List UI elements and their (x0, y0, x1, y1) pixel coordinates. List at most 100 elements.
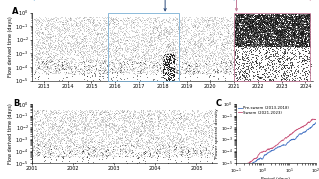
Point (209, 116, 214, 119)
Point (78, 123, 83, 126)
Point (198, 52, 203, 54)
Point (160, 147, 165, 150)
Point (88, 136, 93, 139)
Point (251, 26, 256, 29)
Point (250, 18, 255, 21)
Point (67, 63, 72, 66)
Point (128, 111, 133, 114)
Point (48, 143, 53, 146)
Point (194, 28, 199, 31)
Point (46, 116, 51, 119)
Point (178, 140, 183, 143)
Point (184, 25, 189, 28)
Point (242, 27, 248, 30)
Point (188, 43, 193, 46)
Point (282, 27, 287, 30)
Point (65, 143, 70, 146)
Point (295, 39, 300, 42)
Point (305, 49, 310, 51)
Point (110, 49, 115, 52)
Point (282, 61, 287, 64)
Point (40, 72, 45, 74)
Point (67, 114, 72, 117)
Point (156, 143, 161, 146)
Point (37, 119, 42, 122)
Point (204, 149, 209, 152)
Point (246, 35, 251, 38)
Point (238, 20, 243, 23)
Point (264, 30, 269, 33)
Point (239, 13, 244, 16)
Point (202, 34, 207, 37)
Point (276, 16, 281, 19)
Point (255, 40, 260, 42)
Point (143, 120, 148, 123)
Point (95, 58, 100, 61)
Point (38, 67, 43, 70)
Point (162, 53, 167, 56)
Point (110, 154, 115, 157)
Point (271, 34, 276, 37)
Point (138, 61, 143, 64)
Point (139, 132, 144, 135)
Point (293, 39, 298, 42)
Point (162, 110, 167, 113)
Point (57, 142, 63, 145)
Point (56, 136, 61, 139)
Point (213, 65, 219, 68)
Point (89, 15, 94, 18)
Point (92, 125, 97, 128)
Point (159, 70, 164, 73)
Point (49, 30, 54, 33)
Point (241, 22, 246, 25)
Point (192, 145, 197, 148)
Point (143, 123, 148, 125)
Point (297, 21, 302, 24)
Point (56, 29, 61, 32)
Point (169, 54, 174, 57)
Point (168, 112, 174, 115)
Point (78, 42, 83, 45)
Point (58, 136, 63, 139)
Point (122, 115, 127, 118)
Point (181, 46, 186, 49)
Point (265, 13, 271, 16)
Point (34, 134, 40, 136)
Point (178, 159, 183, 162)
Point (149, 40, 154, 43)
Point (106, 25, 111, 28)
Point (292, 78, 297, 81)
Point (170, 123, 175, 126)
Point (252, 28, 257, 31)
Point (238, 22, 243, 25)
Point (265, 46, 271, 49)
Point (235, 41, 240, 44)
Point (256, 43, 261, 46)
Point (58, 16, 63, 19)
Point (80, 24, 85, 27)
Point (283, 42, 288, 45)
Point (264, 41, 270, 44)
Point (274, 17, 279, 20)
Point (118, 114, 123, 117)
Point (88, 127, 93, 130)
Point (251, 42, 256, 45)
Point (58, 50, 63, 52)
Point (128, 38, 133, 41)
Point (151, 52, 156, 55)
Point (234, 19, 240, 21)
Point (216, 21, 221, 24)
Point (256, 13, 262, 16)
Point (249, 62, 254, 65)
Point (225, 24, 230, 27)
Point (288, 57, 293, 59)
Point (294, 44, 300, 47)
Point (244, 49, 249, 52)
Point (41, 42, 47, 45)
Point (36, 52, 41, 55)
Point (295, 14, 300, 17)
Point (300, 37, 306, 40)
Point (295, 45, 300, 48)
Point (240, 23, 245, 26)
Point (58, 151, 63, 154)
